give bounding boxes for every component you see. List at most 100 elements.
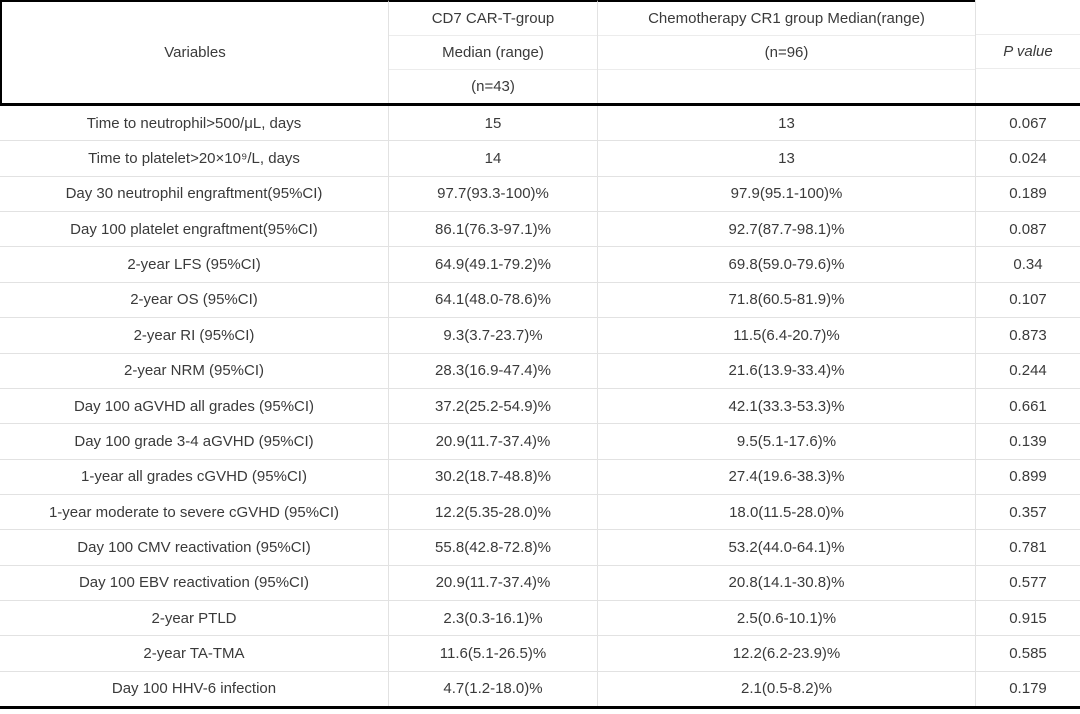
variable-cell: 2-year PTLD <box>151 609 237 627</box>
table-row: 1-year all grades cGVHD (95%CI) 30.2(18.… <box>0 458 1080 494</box>
variable-cell: Day 30 neutrophil engraftment(95%CI) <box>65 185 323 203</box>
table-row: 2-year NRM (95%CI) 28.3(16.9-47.4)% 21.6… <box>0 352 1080 388</box>
variable-cell: Day 100 CMV reactivation (95%CI) <box>77 538 311 556</box>
header-chemo-n: (n=96) <box>598 35 975 69</box>
pvalue-cell: 0.585 <box>975 636 1080 671</box>
cart-value-cell: 4.7(1.2-18.0)% <box>388 671 597 707</box>
pvalue-cell: 0.087 <box>975 212 1080 247</box>
cart-value-cell: 55.8(42.8-72.8)% <box>388 530 597 565</box>
table-row: Day 100 platelet engraftment(95%CI) 86.1… <box>0 211 1080 247</box>
cart-value-cell: 20.9(11.7-37.4)% <box>388 565 597 601</box>
pvalue-cell: 0.357 <box>975 494 1080 530</box>
chemo-value-cell: 21.6(13.9-33.4)% <box>597 353 975 388</box>
variable-cell: 1-year all grades cGVHD (95%CI) <box>81 468 307 486</box>
variable-cell: 2-year RI (95%CI) <box>133 326 255 344</box>
header-pvalue-spacer-bottom <box>976 68 1080 103</box>
pvalue-cell: 0.34 <box>975 247 1080 282</box>
cart-value-cell: 12.2(5.35-28.0)% <box>388 494 597 530</box>
variable-cell: Day 100 HHV-6 infection <box>111 680 277 698</box>
chemo-value-cell: 2.5(0.6-10.1)% <box>597 601 975 636</box>
header-pvalue-col: P value <box>975 0 1080 103</box>
header-chemo-group-name: Chemotherapy CR1 group Median(range) <box>648 10 925 27</box>
header-cart-median-range: Median (range) <box>389 35 597 69</box>
chemo-value-cell: 42.1(33.3-53.3)% <box>597 388 975 424</box>
cart-value-cell: 28.3(16.9-47.4)% <box>388 353 597 388</box>
table-row: 2-year RI (95%CI) 9.3(3.7-23.7)% 11.5(6.… <box>0 317 1080 353</box>
chemo-value-cell: 11.5(6.4-20.7)% <box>597 318 975 353</box>
pvalue-cell: 0.107 <box>975 282 1080 318</box>
chemo-value-cell: 53.2(44.0-64.1)% <box>597 530 975 565</box>
pvalue-cell: 0.899 <box>975 459 1080 494</box>
table-row: 2-year LFS (95%CI) 64.9(49.1-79.2)% 69.8… <box>0 246 1080 282</box>
cart-value-cell: 9.3(3.7-23.7)% <box>388 318 597 353</box>
header-chemo-spacer <box>598 69 975 103</box>
header-cart-group: CD7 CAR-T-group Median (range) (n=43) <box>388 0 597 103</box>
variable-cell: Day 100 grade 3-4 aGVHD (95%CI) <box>74 432 314 450</box>
chemo-value-cell: 71.8(60.5-81.9)% <box>597 282 975 318</box>
table-row: Day 100 CMV reactivation (95%CI) 55.8(42… <box>0 529 1080 565</box>
variable-cell: Day 100 EBV reactivation (95%CI) <box>78 574 310 592</box>
variable-cell: Day 100 aGVHD all grades (95%CI) <box>73 397 315 415</box>
chemo-value-cell: 97.9(95.1-100)% <box>597 176 975 212</box>
pvalue-cell: 0.067 <box>975 106 1080 141</box>
variable-cell: 1-year moderate to severe cGVHD (95%CI) <box>48 503 340 521</box>
header-cart-n: (n=43) <box>389 69 597 103</box>
cart-value-cell: 11.6(5.1-26.5)% <box>388 636 597 671</box>
header-pvalue-spacer-top <box>976 0 1080 34</box>
chemo-value-cell: 18.0(11.5-28.0)% <box>597 494 975 530</box>
cart-value-cell: 86.1(76.3-97.1)% <box>388 212 597 247</box>
table-row: Time to platelet>20×10⁹/L, days 14 13 0.… <box>0 140 1080 176</box>
cart-value-cell: 37.2(25.2-54.9)% <box>388 388 597 424</box>
table-row: Day 30 neutrophil engraftment(95%CI) 97.… <box>0 175 1080 212</box>
pvalue-cell: 0.915 <box>975 601 1080 636</box>
cart-value-cell: 2.3(0.3-16.1)% <box>388 601 597 636</box>
variable-cell: 2-year TA-TMA <box>143 645 245 663</box>
table-header: Variables CD7 CAR-T-group Median (range)… <box>0 0 1080 106</box>
pvalue-cell: 0.661 <box>975 388 1080 424</box>
table-row: 1-year moderate to severe cGVHD (95%CI) … <box>0 493 1080 530</box>
header-chemo-group: Chemotherapy CR1 group Median(range) (n=… <box>597 0 975 103</box>
variable-cell: Time to neutrophil>500/μL, days <box>86 114 302 132</box>
table-row: Time to neutrophil>500/μL, days 15 13 0.… <box>0 106 1080 141</box>
variable-cell: 2-year NRM (95%CI) <box>123 362 265 380</box>
cart-value-cell: 14 <box>388 141 597 176</box>
cart-value-cell: 20.9(11.7-37.4)% <box>388 424 597 459</box>
variable-cell: Time to platelet>20×10⁹/L, days <box>88 150 300 168</box>
cart-value-cell: 64.9(49.1-79.2)% <box>388 247 597 282</box>
chemo-value-cell: 69.8(59.0-79.6)% <box>597 247 975 282</box>
pvalue-cell: 0.179 <box>975 671 1080 707</box>
chemo-value-cell: 13 <box>597 106 975 141</box>
variable-cell: Day 100 platelet engraftment(95%CI) <box>70 220 318 238</box>
chemo-value-cell: 13 <box>597 141 975 176</box>
chemo-value-cell: 2.1(0.5-8.2)% <box>597 671 975 707</box>
table-row: Day 100 grade 3-4 aGVHD (95%CI) 20.9(11.… <box>0 423 1080 459</box>
table-row: 2-year PTLD 2.3(0.3-16.1)% 2.5(0.6-10.1)… <box>0 600 1080 636</box>
chemo-value-cell: 12.2(6.2-23.9)% <box>597 636 975 671</box>
table-body: Time to neutrophil>500/μL, days 15 13 0.… <box>0 106 1080 707</box>
cart-value-cell: 97.7(93.3-100)% <box>388 176 597 212</box>
table-row: Day 100 HHV-6 infection 4.7(1.2-18.0)% 2… <box>0 670 1080 707</box>
pvalue-cell: 0.189 <box>975 176 1080 212</box>
pvalue-cell: 0.781 <box>975 530 1080 565</box>
pvalue-cell: 0.577 <box>975 565 1080 601</box>
header-cart-group-name: CD7 CAR-T-group <box>431 10 555 27</box>
table-row: Day 100 aGVHD all grades (95%CI) 37.2(25… <box>0 387 1080 424</box>
table-row: 2-year OS (95%CI) 64.1(48.0-78.6)% 71.8(… <box>0 281 1080 318</box>
chemo-value-cell: 20.8(14.1-30.8)% <box>597 565 975 601</box>
cart-value-cell: 64.1(48.0-78.6)% <box>388 282 597 318</box>
table-row: Day 100 EBV reactivation (95%CI) 20.9(11… <box>0 564 1080 601</box>
header-pvalue-label: P value <box>976 33 1080 69</box>
chemo-value-cell: 92.7(87.7-98.1)% <box>597 212 975 247</box>
cart-value-cell: 15 <box>388 106 597 141</box>
pvalue-cell: 0.024 <box>975 141 1080 176</box>
variable-cell: 2-year OS (95%CI) <box>130 291 258 309</box>
pvalue-cell: 0.244 <box>975 353 1080 388</box>
variable-cell: 2-year LFS (95%CI) <box>127 256 261 274</box>
table-row: 2-year TA-TMA 11.6(5.1-26.5)% 12.2(6.2-2… <box>0 635 1080 671</box>
header-variables: Variables <box>0 0 388 103</box>
pvalue-cell: 0.139 <box>975 424 1080 459</box>
cart-value-cell: 30.2(18.7-48.8)% <box>388 459 597 494</box>
chemo-value-cell: 9.5(5.1-17.6)% <box>597 424 975 459</box>
chemo-value-cell: 27.4(19.6-38.3)% <box>597 459 975 494</box>
